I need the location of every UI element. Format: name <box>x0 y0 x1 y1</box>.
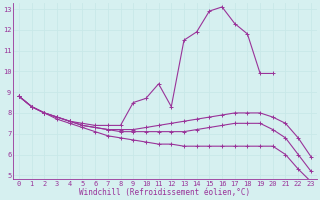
X-axis label: Windchill (Refroidissement éolien,°C): Windchill (Refroidissement éolien,°C) <box>79 188 251 197</box>
